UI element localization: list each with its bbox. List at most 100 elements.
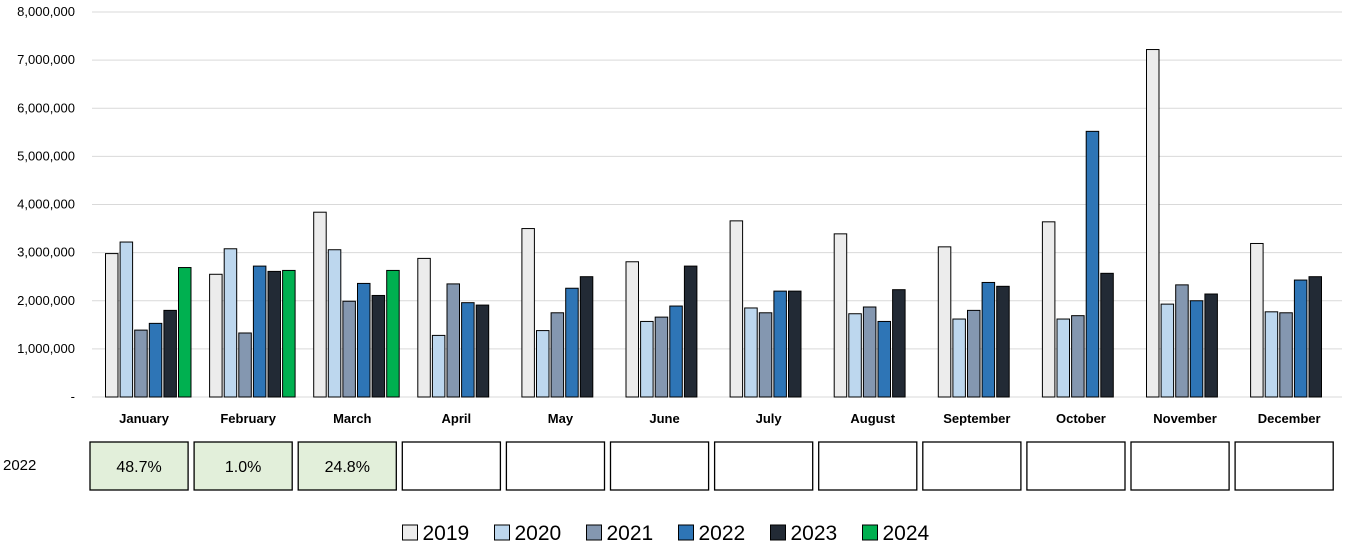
y-tick-label: 1,000,000 [17,341,75,356]
bar-2019-may [521,228,535,398]
bar-2020-april [431,334,446,398]
bar-2022-october [1085,130,1100,398]
comparison-table: 2022 48.7% 1.0% 24.8% [3,441,1334,491]
table-cell-box [401,441,502,491]
bar-2021-april [446,283,460,398]
x-tick-label: April [442,411,472,426]
table-cell-value: 1.0% [225,459,261,476]
bar-2023-march [371,294,386,398]
bar-2021-july [758,312,773,398]
y-tick-label: 7,000,000 [17,52,75,67]
table-row-label: 2022 [3,457,36,474]
bar-2022-february [252,265,267,398]
x-tick-label: March [333,411,371,426]
x-tick-label: December [1258,411,1321,426]
x-tick-label: November [1153,411,1217,426]
table-cell-box [1130,441,1230,491]
legend-label: 2020 [515,522,562,545]
bar-2022-november [1189,300,1204,398]
legend-label: 2019 [423,522,470,545]
bar-2020-march [327,249,342,398]
legend-swatch-2021 [586,524,602,541]
y-tick-label: 4,000,000 [17,197,75,212]
bar-2024-march [386,269,400,398]
table-cell-box [297,441,397,491]
bar-2019-november [1146,49,1160,398]
legend-label: 2023 [791,522,838,545]
bar-2019-february [209,273,223,398]
x-tick-label: September [943,411,1010,426]
x-tick-label: February [220,411,276,426]
bar-2019-december [1250,242,1264,398]
y-tick-label: 8,000,000 [17,4,75,19]
bar-2020-january [119,241,134,398]
bar-2019-january [105,253,119,398]
bar-2023-august [892,289,906,398]
gridlines [92,11,1342,398]
table-cell-value: 48.7% [116,459,161,476]
table-cell-box [609,441,710,491]
bar-2021-january [134,329,148,398]
y-tick-label: 2,000,000 [17,293,75,308]
bar-2019-april [417,257,431,398]
bar-2023-january [163,309,177,398]
bar-2023-may [579,276,594,398]
y-tick-label: 6,000,000 [17,100,75,115]
legend-label: 2024 [883,522,930,545]
bar-2020-july [744,307,758,398]
bar-2021-may [550,312,565,398]
legend-swatch-2024 [862,524,878,541]
table-cell-box [505,441,606,491]
bar-2021-december [1279,312,1293,398]
x-tick-label: August [850,411,895,426]
x-axis-tick-labels: January February March April May June July Augu… [119,411,1320,426]
table-cell-box [1234,441,1334,491]
bar-2022-january [148,322,163,398]
bar-2020-february [223,248,238,398]
x-tick-label: January [119,411,170,426]
bar-2019-october [1041,221,1056,398]
bar-2023-december [1308,276,1322,398]
bar-2021-november [1175,284,1189,398]
x-tick-label: June [649,411,679,426]
bar-2021-march [342,300,356,398]
y-tick-label: 3,000,000 [17,245,75,260]
legend: 2019 2020 2021 2022 2023 2024 [402,522,930,545]
bar-2019-september [937,246,952,398]
bar-2023-june [683,265,698,398]
bar-2021-october [1071,315,1085,398]
bar-2022-december [1293,279,1308,398]
bar-2020-december [1264,311,1279,398]
bar-2023-february [267,270,281,398]
legend-swatch-2020 [494,524,510,541]
bar-2022-may [565,287,579,398]
y-tick-label: - [71,389,75,404]
bar-2020-november [1160,303,1175,398]
bar-2023-april [475,304,490,398]
legend-label: 2022 [699,522,746,545]
x-tick-label: October [1056,411,1106,426]
x-tick-label: May [548,411,574,426]
y-axis-tick-labels: - 1,000,000 2,000,000 3,000,000 4,000,000 5,0… [17,4,75,404]
table-cell-box [89,441,189,491]
bar-2023-september [996,285,1010,398]
bar-2022-september [981,281,996,398]
bar-2020-june [640,320,654,398]
y-tick-label: 5,000,000 [17,148,75,163]
bar-2022-march [357,282,371,398]
legend-label: 2021 [607,522,654,545]
bar-2022-july [773,290,787,398]
bar-2022-august [877,320,891,398]
x-tick-label: July [756,411,783,426]
bar-2019-march [313,211,327,398]
bar-2020-october [1056,318,1070,398]
bar-2020-may [536,330,550,398]
bar-2020-august [848,313,862,398]
table-cell-box [922,441,1022,491]
table-cell-box [193,441,293,491]
table-cell-box [713,441,814,491]
bar-2023-november [1204,293,1218,398]
bar-2023-october [1100,272,1114,398]
bar-2024-january [178,267,192,398]
